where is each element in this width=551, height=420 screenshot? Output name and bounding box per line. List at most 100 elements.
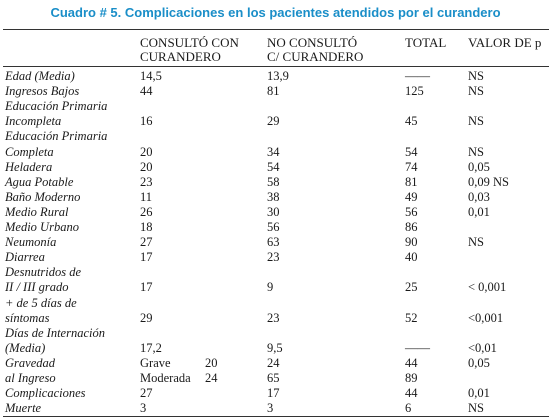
- cell: NS: [468, 401, 484, 416]
- cell: Moderada: [140, 371, 191, 385]
- row-label: Diarrea: [5, 250, 45, 265]
- row-label: al Ingreso: [5, 371, 56, 385]
- cell: 44: [140, 84, 153, 99]
- cell: 63: [267, 235, 280, 250]
- cell: Grave: [140, 355, 171, 370]
- cell: 27: [140, 386, 153, 401]
- cell: 23: [267, 310, 280, 325]
- cell: 49: [405, 189, 418, 204]
- cell: 6: [405, 401, 412, 416]
- header-line: C/ CURANDERO: [267, 49, 364, 64]
- column-header: CONSULTÓ CON CURANDERO: [140, 36, 239, 64]
- row-label: Educación Primaria: [5, 99, 108, 114]
- cell: NS: [468, 235, 484, 250]
- cell: 45: [405, 114, 418, 129]
- cell: 27: [140, 235, 153, 250]
- cell: NS: [468, 144, 484, 159]
- cell: 52: [405, 310, 418, 325]
- column-header: VALOR DE p: [468, 36, 541, 64]
- cell: 29: [267, 114, 280, 129]
- cell: 13,9: [267, 69, 289, 83]
- cell: 74: [405, 159, 418, 174]
- row-label: Incompleta: [5, 114, 62, 129]
- row-label: Días de Internación: [5, 325, 105, 340]
- row-label: Gravedad: [5, 355, 55, 370]
- cell: 81: [405, 174, 418, 189]
- cell: 9,5: [267, 340, 283, 355]
- cell: 81: [267, 84, 280, 99]
- cell: ——: [405, 340, 430, 355]
- row-label: Complicaciones: [5, 386, 86, 401]
- cell: 17: [267, 386, 280, 401]
- cell: 54: [267, 159, 280, 174]
- cell: 17,2: [140, 340, 162, 355]
- cell: <0,01: [468, 340, 497, 355]
- cell: 20: [205, 355, 218, 370]
- row-label: Baño Moderno: [5, 189, 81, 204]
- cell: 20: [140, 159, 153, 174]
- cell: 29: [140, 310, 153, 325]
- cell: 90: [405, 235, 418, 250]
- header-line: VALOR DE p: [468, 36, 542, 50]
- row-label: Completa: [5, 144, 54, 159]
- cell: 65: [267, 371, 280, 385]
- row-label: Muerte: [5, 401, 42, 416]
- cell: 0,01: [468, 204, 490, 219]
- cell: 9: [267, 280, 274, 295]
- cell: 54: [405, 144, 418, 159]
- cell: 89: [405, 371, 418, 385]
- cell: ——: [405, 69, 430, 83]
- cell: 23: [267, 250, 280, 265]
- cell: 58: [267, 174, 280, 189]
- header-line: TOTAL: [405, 36, 447, 50]
- header-line: CONSULTÓ CON: [140, 36, 239, 50]
- title: Cuadro # 5. Complicaciones en los pacien…: [50, 5, 501, 20]
- cell: 0,09 NS: [468, 174, 509, 189]
- cell: 38: [267, 189, 280, 204]
- column-header: NO CONSULTÓ C/ CURANDERO: [267, 36, 363, 64]
- cell: 0,05: [468, 159, 490, 174]
- rule: [3, 416, 549, 417]
- cell: 0,03: [468, 189, 490, 204]
- cell: 23: [140, 174, 153, 189]
- cell: 14,5: [140, 69, 162, 83]
- cell: 34: [267, 144, 280, 159]
- cell: NS: [468, 114, 484, 129]
- row-label: Desnutridos de: [5, 265, 82, 280]
- header-line: NO CONSULTÓ: [267, 36, 358, 50]
- cell: NS: [468, 84, 484, 99]
- cell: 20: [140, 144, 153, 159]
- cell: 56: [405, 204, 418, 219]
- row-label: Neumonía: [5, 235, 57, 250]
- cell: 17: [140, 280, 153, 295]
- cell: 0,01: [468, 386, 490, 401]
- cell: 24: [205, 371, 218, 385]
- rule: [3, 66, 549, 67]
- row-label: Heladera: [5, 159, 53, 174]
- cell: 16: [140, 114, 153, 129]
- cell: < 0,001: [468, 280, 507, 295]
- row-label: Ingresos Bajos: [5, 84, 80, 99]
- cell: 86: [405, 220, 418, 234]
- row-label: (Media): [5, 340, 46, 355]
- cell: 17: [140, 250, 153, 265]
- cell: 44: [405, 386, 418, 401]
- cell: <0,001: [468, 310, 504, 325]
- header-line: CURANDERO: [140, 49, 221, 64]
- cell: 30: [267, 204, 280, 219]
- cell: 24: [267, 355, 280, 370]
- row-label: Medio Rural: [5, 204, 69, 219]
- cell: 18: [140, 220, 153, 234]
- cell: 44: [405, 355, 418, 370]
- row-label: + de 5 días de: [5, 295, 77, 310]
- cell: 56: [267, 220, 280, 234]
- column-header: TOTAL: [405, 36, 446, 64]
- cell: 25: [405, 280, 418, 295]
- cell: 3: [267, 401, 274, 416]
- row-label: Educación Primaria: [5, 129, 108, 144]
- cell: 125: [405, 84, 424, 99]
- row-label: Agua Potable: [5, 174, 74, 189]
- cell: 3: [140, 401, 147, 416]
- cell: 26: [140, 204, 153, 219]
